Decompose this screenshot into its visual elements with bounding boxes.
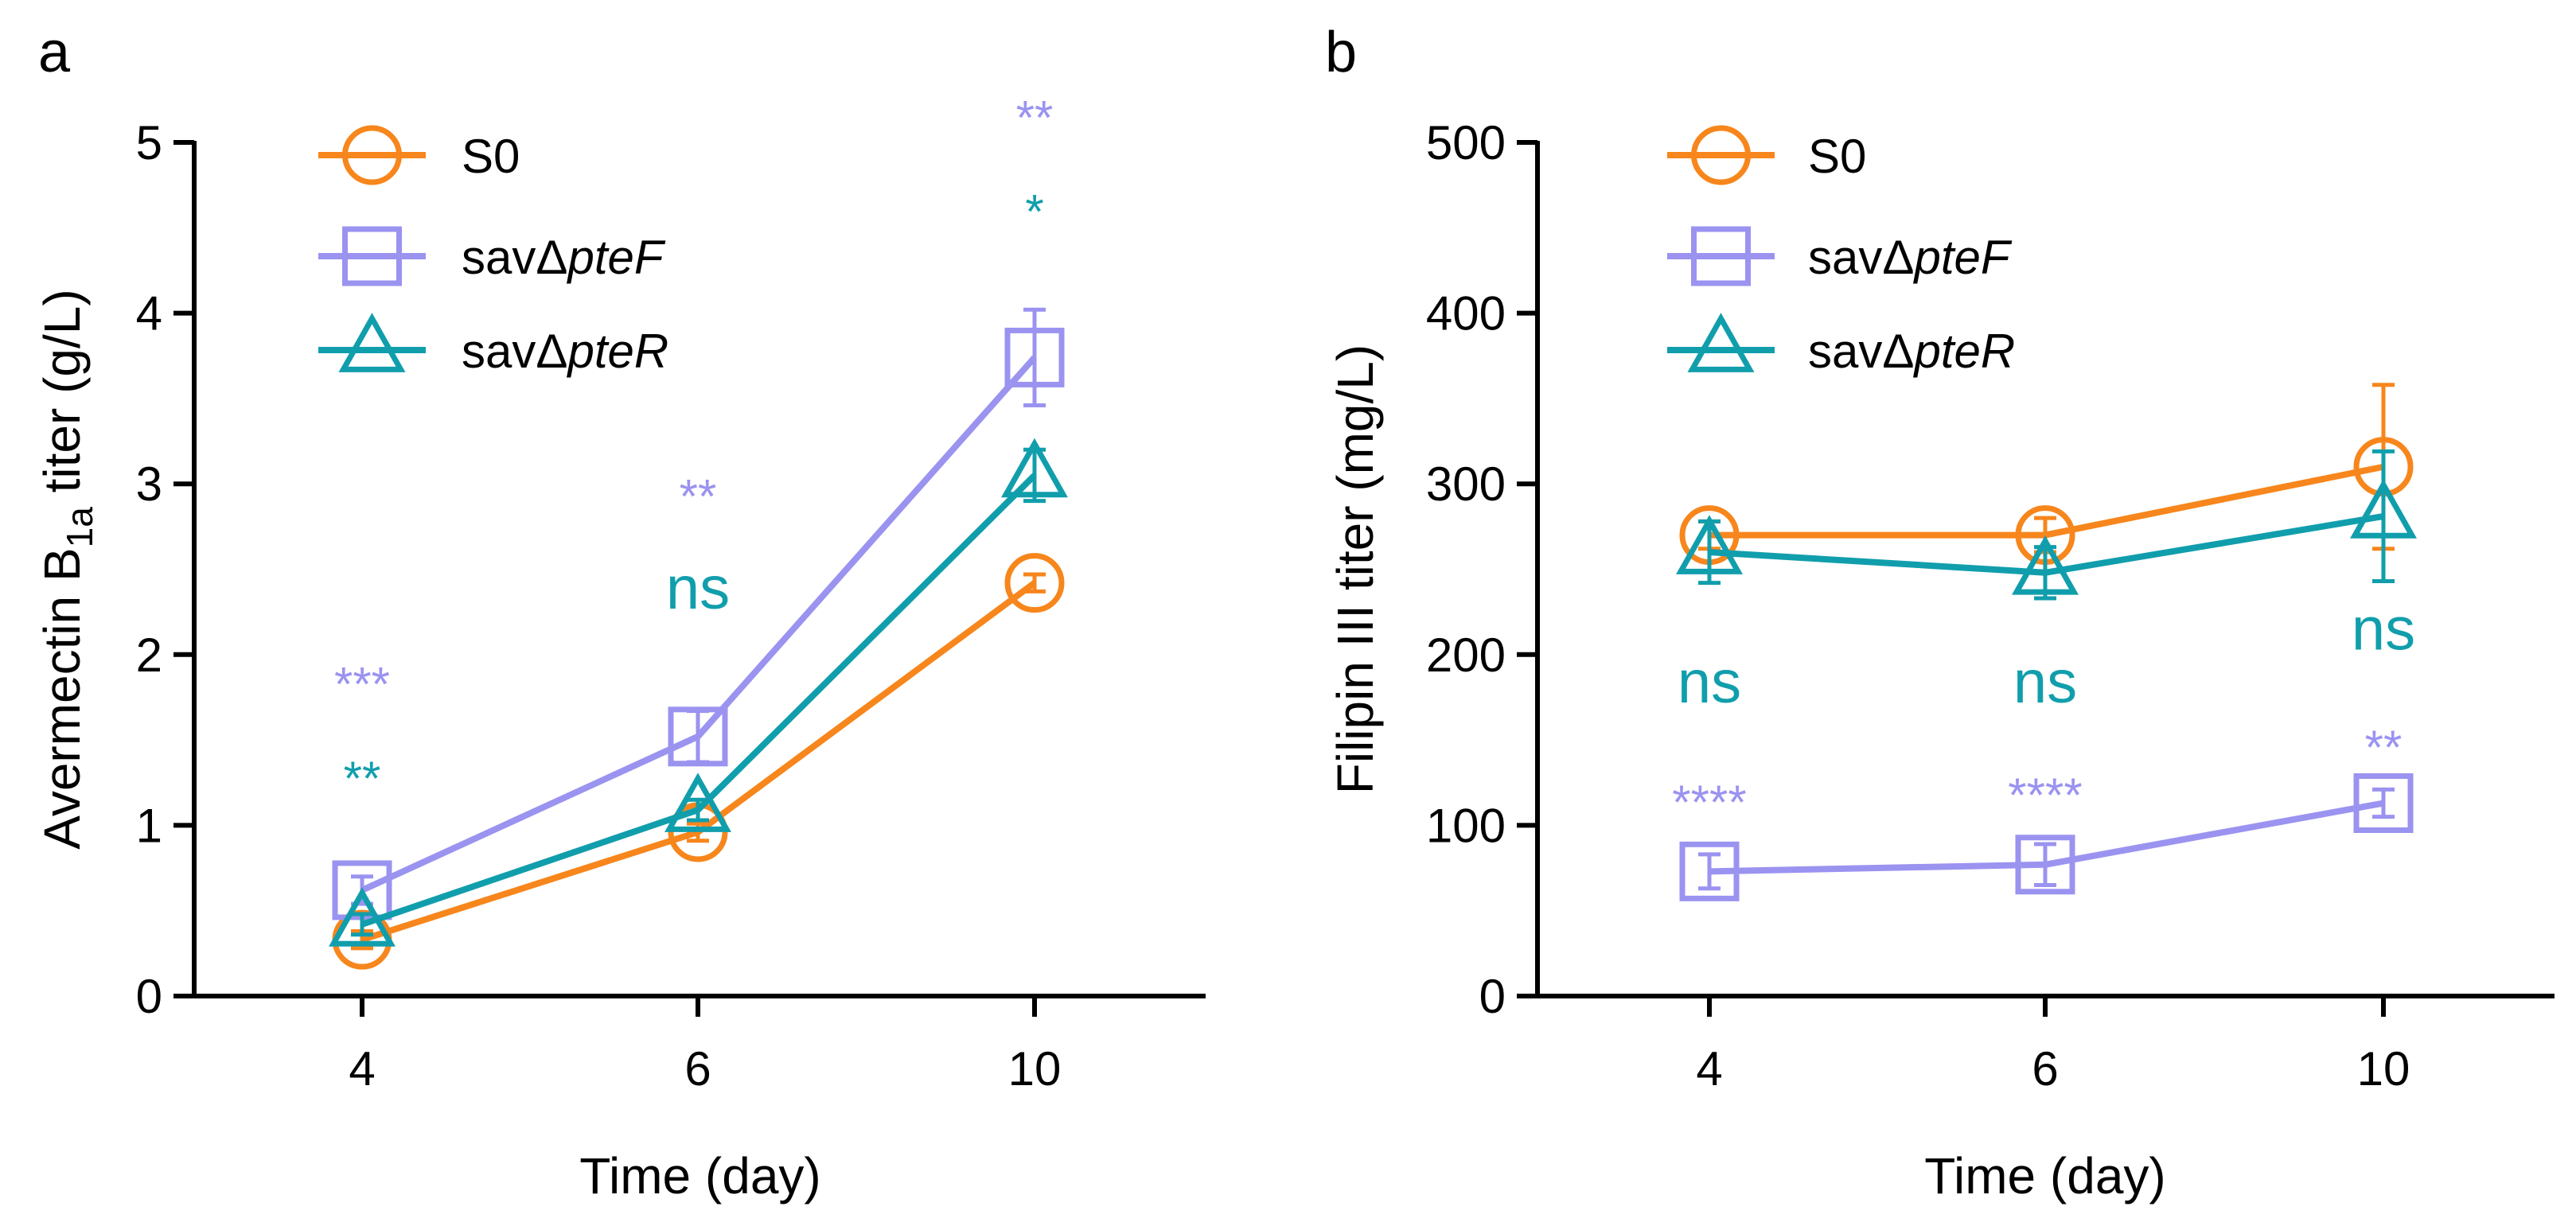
legend-marker [342,226,402,286]
series-S0 [1679,383,2414,566]
y-axis-label-unit: titer (g/L) [33,289,91,507]
significance-label: ** [344,752,381,805]
data-point [1679,841,1740,901]
series-savΔpteR [1676,449,2417,601]
legend-label-italic: pteR [566,325,668,378]
data-point [2353,773,2414,834]
panel-letter: b [1325,21,1357,84]
legend-item-savΔpteF: savΔpteF [1667,226,2013,286]
legend-item-savΔpteR: savΔpteR [1667,313,2015,378]
legend-label-plain: savΔ [462,231,567,284]
significance-label: **** [1672,776,1746,829]
legend-label-italic: pteF [1912,231,2012,284]
significance-label: ** [1016,91,1054,144]
legend-label: S0 [462,130,520,183]
panel-b: b 0 100 200 300 400 500 4 6 10 Time (day) Filipin I… [1325,21,2555,1204]
legend-label-italic: pteF [566,231,665,284]
y-axis-label-subscript: 1a [59,507,100,548]
significance-label: * [1025,185,1043,238]
data-point [1004,327,1065,387]
y-tick-label: 200 [1426,629,1506,682]
y-tick-label: 1 [136,799,162,852]
data-point [329,887,396,947]
y-tick-label: 4 [136,287,162,341]
panel-a: a 0 1 2 3 4 5 4 6 10 Time (day) Avermectin B1a tite… [33,21,1206,1204]
legend-label-italic: pteR [1912,325,2015,378]
legend-label: savΔpteR [1808,325,2015,378]
legend-item-savΔpteF: savΔpteF [318,226,666,286]
y-axis-label: Avermectin B1a titer (g/L) [33,289,100,849]
y-tick-label: 100 [1426,799,1506,852]
y-tick-label: 0 [136,970,162,1023]
legend-label: savΔpteR [462,325,668,378]
x-axis-label: Time (day) [579,1147,820,1204]
data-point [2015,835,2075,895]
legend-label-plain: savΔ [462,325,567,378]
y-tick-label: 300 [1426,457,1506,511]
x-tick-label: 4 [349,1042,375,1096]
y-tick-label: 3 [136,457,162,511]
y-axis-label: Filipin III titer (mg/L) [1327,344,1384,794]
y-tick-label: 400 [1426,287,1506,341]
data-point [1676,515,1743,574]
x-tick-label: 10 [1008,1042,1062,1096]
legend-label-plain: savΔ [1808,231,1914,284]
legend-label-plain: savΔ [1808,325,1914,378]
x-tick-label: 4 [1696,1042,1722,1096]
data-point [664,773,731,832]
legend-item-S0: S0 [318,125,520,185]
significance-label: ** [2365,721,2403,774]
x-tick-label: 6 [684,1042,711,1096]
x-tick-label: 6 [2032,1042,2058,1096]
legend-label-plain: S0 [1808,130,1866,183]
legend-marker [1687,313,1755,372]
legend-marker [342,125,402,185]
legend-label: savΔpteF [462,231,666,284]
legend-label-plain: S0 [462,130,520,183]
legend-label: S0 [1808,130,1866,183]
y-tick-label: 5 [136,116,162,169]
x-axis-label: Time (day) [1924,1147,2165,1204]
data-point [668,706,728,767]
y-tick-label: 2 [136,629,162,682]
significance-label: **** [2008,769,2082,822]
data-point [2350,479,2417,539]
significance-label: ns [666,555,730,622]
panel-letter: a [38,21,71,84]
legend-label: savΔpteF [1808,231,2013,284]
significance-label: ns [2013,648,2077,716]
significance-label: ** [680,470,717,523]
y-tick-label: 500 [1426,116,1506,169]
significance-label: ns [1678,648,1741,716]
x-tick-label: 10 [2357,1042,2410,1096]
y-axis-label-main: Avermectin B [33,547,91,849]
legend-marker [1691,125,1751,185]
significance-label: ns [2352,595,2415,663]
legend-item-S0: S0 [1667,125,1866,185]
y-tick-label: 0 [1479,970,1506,1023]
legend-item-savΔpteR: savΔpteR [318,313,668,378]
legend-marker [1691,226,1751,286]
significance-label: *** [334,658,390,711]
series-savΔpteR [329,438,1068,947]
data-point [2012,535,2079,595]
y-axis-label-main: Filipin III titer (mg/L) [1327,344,1384,794]
legend-marker [338,313,406,372]
data-point [1001,438,1068,498]
data-point [1004,553,1065,613]
series-savΔpteF [1679,773,2414,901]
